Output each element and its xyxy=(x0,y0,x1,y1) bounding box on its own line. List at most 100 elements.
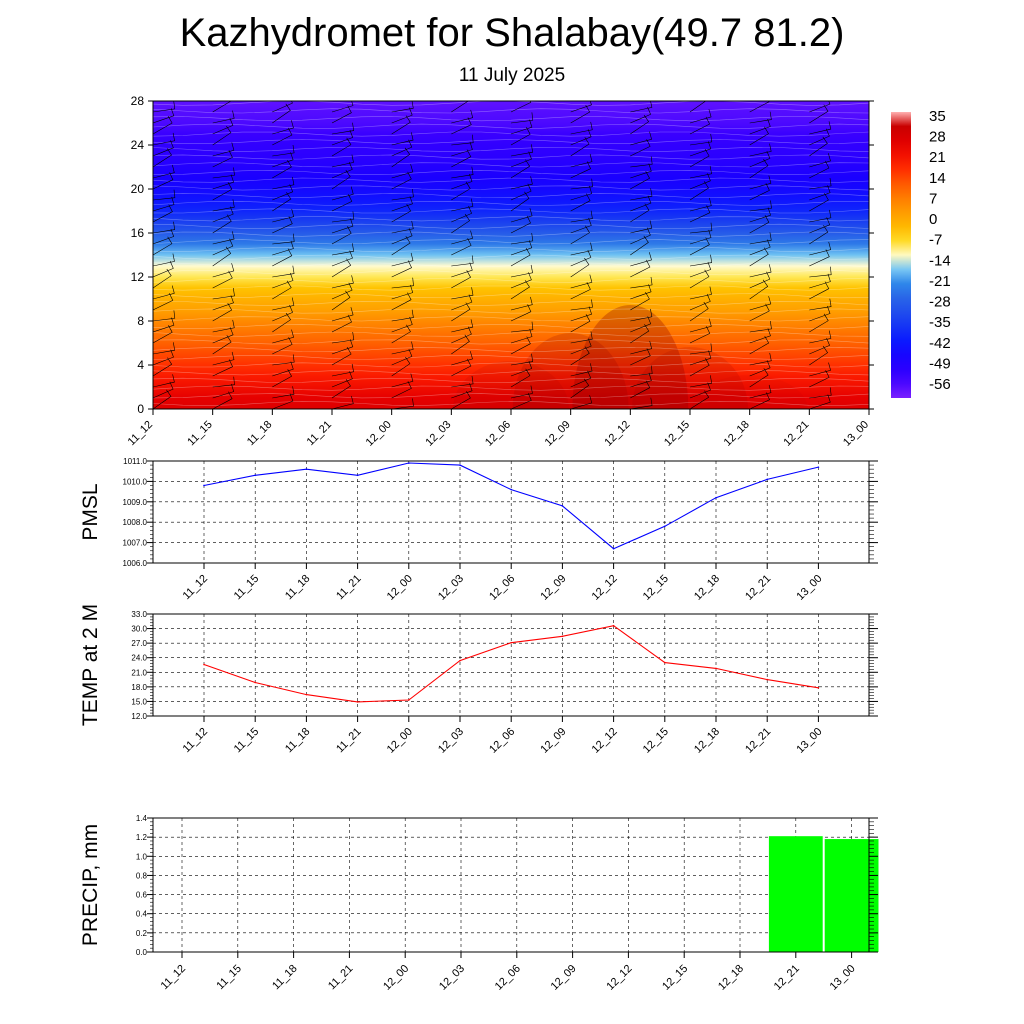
wind-barb xyxy=(391,228,413,245)
temp-2m-xtick-label: 12_00 xyxy=(385,726,415,756)
heatmap-xtick-label: 11_12 xyxy=(126,419,156,449)
wind-barb xyxy=(331,218,354,234)
wind-barb xyxy=(689,350,712,366)
wind-barb xyxy=(451,326,472,344)
wind-barb xyxy=(809,136,828,157)
heatmap-contour-line xyxy=(153,139,869,145)
wind-barb xyxy=(630,380,651,399)
wind-barb xyxy=(272,265,295,278)
heatmap-contour-line xyxy=(153,308,869,314)
wind-barb xyxy=(749,175,772,190)
heatmap-contour-line xyxy=(153,316,869,322)
wind-barb xyxy=(331,331,355,344)
wind-barb xyxy=(331,226,352,245)
wind-barb xyxy=(630,171,651,190)
wind-barb xyxy=(451,181,471,201)
wind-barb xyxy=(749,368,769,388)
wind-barb xyxy=(630,203,650,223)
wind-barb xyxy=(510,280,530,300)
wind-barb xyxy=(212,383,235,399)
precip-ytick-label: 0.0 xyxy=(136,948,148,957)
pmsl-ylabel: PMSL xyxy=(79,483,102,540)
wind-barb xyxy=(868,364,869,365)
heatmap-contour-line xyxy=(153,339,869,345)
wind-barb xyxy=(212,359,233,377)
temp-2m-point xyxy=(254,681,256,684)
wind-barb xyxy=(570,129,592,146)
wind-barb xyxy=(510,385,533,399)
colorbar-tick-label: -49 xyxy=(929,355,951,372)
wind-barb xyxy=(451,101,469,113)
wind-barb xyxy=(868,122,869,123)
wind-barb xyxy=(570,104,591,124)
wind-barb xyxy=(212,174,234,190)
wind-barb xyxy=(749,279,769,300)
heatmap-surface-anomaly xyxy=(453,305,808,409)
wind-barb xyxy=(570,378,590,399)
pmsl-xtick-label: 13_00 xyxy=(794,573,824,603)
wind-barb xyxy=(451,383,473,399)
temp-2m-xtick-label: 12_12 xyxy=(590,726,620,756)
wind-barb xyxy=(868,309,869,310)
wind-barb xyxy=(689,116,711,135)
temp-2m-point xyxy=(305,693,308,696)
wind-barb xyxy=(451,262,473,278)
wind-barb xyxy=(391,139,413,157)
wind-barb xyxy=(689,326,711,344)
chart-subtitle: 11 July 2025 xyxy=(458,65,566,86)
wind-barb xyxy=(272,144,295,157)
wind-barb xyxy=(868,386,869,387)
heatmap-ytick-label: 4 xyxy=(137,358,144,372)
wind-barb xyxy=(570,161,591,179)
wind-barb xyxy=(689,261,712,278)
wind-barb xyxy=(510,159,531,179)
wind-barb xyxy=(212,150,233,168)
wind-barb xyxy=(570,178,593,190)
wind-barb xyxy=(451,141,473,157)
wind-barb xyxy=(630,156,653,168)
heatmap-xtick-label: 11_21 xyxy=(305,419,335,449)
wind-barb xyxy=(153,236,173,256)
wind-barb xyxy=(391,101,414,113)
wind-barb xyxy=(510,127,531,146)
wind-barb xyxy=(570,193,591,212)
wind-barb xyxy=(153,172,174,190)
wind-barb xyxy=(331,250,353,267)
wind-barb xyxy=(570,299,593,311)
pmsl-xtick-label: 12_15 xyxy=(641,573,671,603)
wind-barb xyxy=(511,101,513,102)
precip-ytick-label: 0.8 xyxy=(136,871,148,880)
heatmap-ytick-label: 20 xyxy=(131,182,145,196)
wind-barb xyxy=(570,137,590,157)
wind-barb xyxy=(451,213,471,234)
wind-barb xyxy=(630,324,650,344)
wind-barb xyxy=(630,397,653,409)
temp-2m-xtick-label: 11_15 xyxy=(232,726,262,756)
wind-barb xyxy=(868,254,869,255)
wind-barb xyxy=(331,169,351,190)
wind-barb xyxy=(749,215,770,234)
wind-barb xyxy=(868,408,869,409)
wind-barb xyxy=(331,137,352,157)
wind-barb xyxy=(510,240,533,256)
wind-barb xyxy=(391,196,413,212)
wind-barb xyxy=(570,306,592,322)
wind-barb xyxy=(630,139,651,157)
wind-barb xyxy=(809,101,812,102)
wind-barb xyxy=(689,254,713,267)
wind-barb xyxy=(570,249,592,267)
wind-barb xyxy=(212,287,235,300)
precip-xtick-label: 11_18 xyxy=(270,963,300,993)
precip-ytick-label: 0.6 xyxy=(136,891,148,900)
wind-barb xyxy=(868,320,869,321)
heatmap-contour-line xyxy=(153,223,869,229)
heatmap-xtick-label: 12_09 xyxy=(543,419,573,449)
wind-barb xyxy=(689,181,709,201)
heatmap-contour-line xyxy=(153,370,869,376)
wind-barb xyxy=(272,208,295,223)
wind-barb xyxy=(868,188,869,189)
wind-barb xyxy=(153,101,176,113)
wind-barb xyxy=(391,220,414,234)
pmsl-point xyxy=(305,468,308,470)
wind-barb xyxy=(272,240,294,256)
